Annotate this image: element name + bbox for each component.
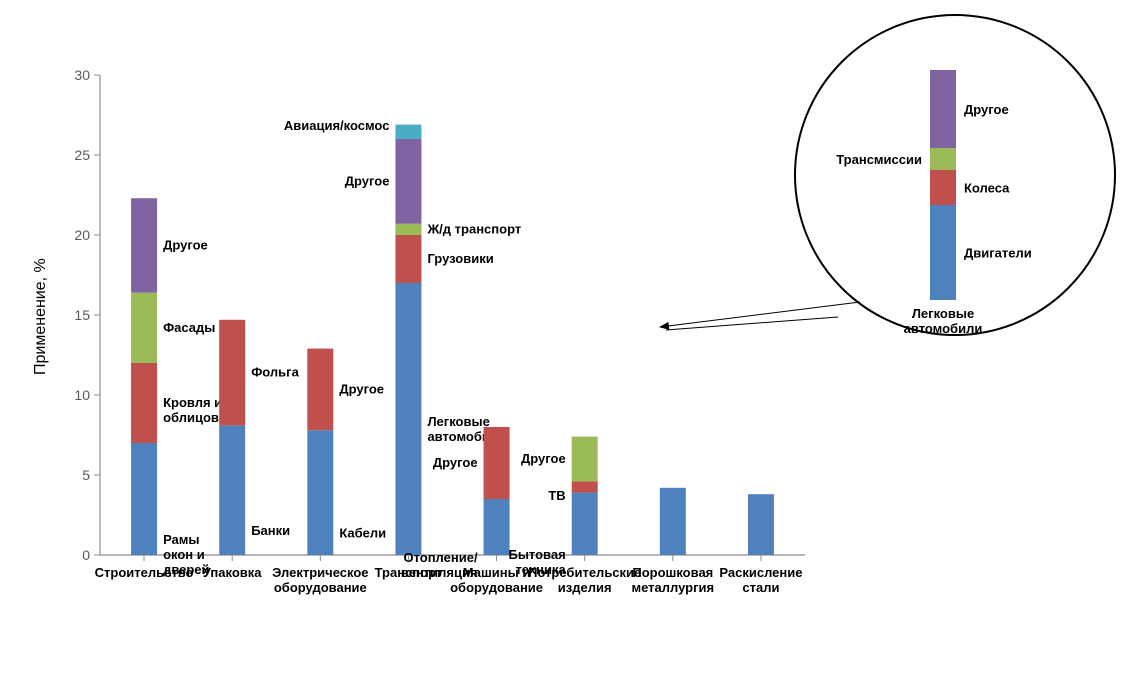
segment-label: Другое	[345, 173, 390, 188]
x-category-label: стали	[742, 580, 779, 595]
inset-bar-segment	[930, 148, 956, 170]
inset-segment-label: Другое	[964, 102, 1009, 117]
bar-segment	[307, 430, 333, 555]
x-category-label: Строительство	[95, 565, 194, 580]
bar-segment	[660, 488, 686, 555]
x-category-label: Потребительские	[528, 565, 641, 580]
bar-segment	[484, 499, 510, 555]
inset-bar-segment	[930, 170, 956, 205]
segment-label: Авиация/космос	[284, 118, 390, 133]
chart-svg: 051015202530Применение, %Рамыокон идвере…	[0, 0, 1145, 683]
bar-segment	[748, 494, 774, 555]
segment-label: Рамы	[163, 532, 199, 547]
bar-segment	[572, 437, 598, 482]
inset-segment-label: Трансмиссии	[836, 152, 922, 167]
bar-segment	[484, 427, 510, 499]
segment-label: ТВ	[548, 488, 565, 503]
x-category-label: оборудование	[450, 580, 543, 595]
bar-segment	[131, 443, 157, 555]
x-category-label: изделия	[558, 580, 612, 595]
segment-label: Отопление/	[403, 550, 477, 565]
x-category-label: металлургия	[632, 580, 715, 595]
inset-bar-segment	[930, 205, 956, 300]
bar-segment	[131, 198, 157, 292]
x-category-label: Раскисление	[719, 565, 802, 580]
bar-segment	[395, 235, 421, 283]
segment-label: Другое	[163, 237, 208, 252]
inset-caption: автомобили	[904, 321, 983, 336]
y-tick-label: 0	[82, 547, 90, 563]
bar-segment	[395, 224, 421, 235]
y-tick-label: 5	[82, 467, 90, 483]
y-tick-label: 10	[74, 387, 90, 403]
x-category-label: оборудование	[274, 580, 367, 595]
segment-label: Легковые	[427, 414, 489, 429]
segment-label: Другое	[433, 455, 478, 470]
segment-label: Банки	[251, 523, 290, 538]
bar-segment	[572, 481, 598, 492]
segment-label: Ж/д транспорт	[426, 221, 521, 236]
inset-segment-label: Колеса	[964, 181, 1010, 196]
segment-label: окон и	[163, 547, 205, 562]
x-category-label: Электрическое	[272, 565, 368, 580]
y-tick-label: 30	[74, 67, 90, 83]
bar-segment	[131, 293, 157, 363]
inset-bar-segment	[930, 70, 956, 148]
y-tick-label: 20	[74, 227, 90, 243]
bar-segment	[307, 349, 333, 431]
y-tick-label: 15	[74, 307, 90, 323]
segment-label: Бытовая	[508, 547, 565, 562]
segment-label: Фасады	[163, 320, 215, 335]
bar-segment	[395, 125, 421, 139]
bar-segment	[131, 363, 157, 443]
y-axis-title: Применение, %	[32, 258, 49, 375]
x-category-label: Порошковая	[632, 565, 713, 580]
bar-segment	[395, 139, 421, 224]
inset-segment-label: Двигатели	[964, 246, 1032, 261]
segment-label: Другое	[521, 451, 566, 466]
inset-caption: Легковые	[912, 306, 974, 321]
y-tick-label: 25	[74, 147, 90, 163]
bar-segment	[395, 283, 421, 555]
segment-label: Кровля и	[163, 395, 222, 410]
x-category-label: Упаковка	[203, 565, 262, 580]
segment-label: Грузовики	[427, 251, 493, 266]
bar-segment	[572, 493, 598, 555]
segment-label: Фольга	[251, 365, 299, 380]
bar-segment	[219, 425, 245, 555]
segment-label: Другое	[339, 381, 384, 396]
bar-segment	[219, 320, 245, 426]
segment-label: Кабели	[339, 526, 386, 541]
